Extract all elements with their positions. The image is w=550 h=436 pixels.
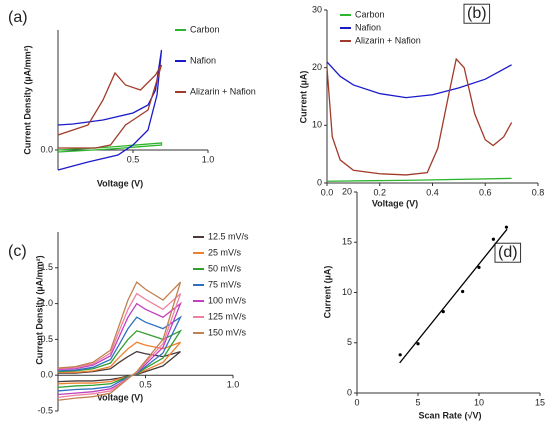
x-axis-label: Voltage (V) [97, 178, 143, 188]
x-tick-label: 15 [535, 397, 545, 407]
legend-label: Alizarin + Nafion [190, 86, 256, 96]
x-tick-label: 1.0 [202, 154, 215, 164]
point [416, 342, 420, 346]
series-line [57, 301, 182, 396]
y-axis-label: Current Density (µA/mm²) [34, 255, 44, 364]
point [441, 309, 445, 314]
legend-label: Nafion [355, 22, 381, 32]
y-axis-label: Current Density (µA/mm²) [22, 45, 32, 154]
x-tick-label: 5 [415, 397, 420, 407]
legend-label: 150 mV/s [208, 327, 247, 337]
fit-line [399, 228, 508, 364]
x-tick-label: 10 [474, 397, 484, 407]
x-axis-label: Scan Rate (√V) [419, 410, 482, 420]
point [504, 225, 509, 229]
y-tick-label: -0.5 [37, 405, 53, 415]
panel-label-box [494, 242, 522, 263]
panel-label-box [463, 3, 491, 24]
series-line [57, 142, 163, 153]
point [398, 353, 402, 357]
y-tick-label: 0.0 [40, 144, 53, 154]
series-line [57, 341, 181, 385]
panel-label: (a) [8, 9, 28, 26]
legend-label: Carbon [190, 24, 220, 34]
x-tick-label: 1.0 [227, 380, 240, 390]
y-tick-label: 0 [347, 387, 352, 397]
point [477, 265, 481, 269]
panel-label: (b) [467, 5, 487, 22]
series-line [57, 49, 163, 171]
x-axis-label: Voltage (V) [372, 198, 418, 208]
x-tick-label: 0.5 [139, 380, 152, 390]
x-tick-label: 0.2 [373, 187, 386, 197]
y-tick-label: 0.5 [40, 334, 53, 344]
y-axis-label: Current (µA) [322, 266, 332, 319]
y-tick-label: 10 [342, 287, 352, 297]
legend-label: Alizarin + Nafion [355, 35, 421, 45]
series-line [57, 350, 181, 383]
series-line [326, 57, 513, 176]
series-line [57, 64, 163, 149]
series-line [57, 292, 182, 399]
legend-label: 100 mV/s [208, 295, 247, 305]
y-tick-label: 0.0 [40, 370, 53, 380]
y-axis-label: Current (µA) [298, 71, 308, 124]
y-tick-label: 0 [317, 177, 322, 187]
series-line [57, 315, 183, 392]
legend-label: 50 mV/s [208, 263, 242, 273]
legend-label: 25 mV/s [208, 247, 242, 257]
legend-label: 12.5 mV/s [208, 231, 249, 241]
panel-label: (c) [8, 243, 27, 260]
legend-label: 125 mV/s [208, 311, 247, 321]
x-tick-label: 0.6 [479, 187, 492, 197]
x-tick-label: 0.4 [426, 187, 439, 197]
series-line [326, 61, 512, 99]
y-tick-label: 10 [312, 120, 322, 130]
x-tick-label: 0.8 [532, 187, 545, 197]
y-tick-label: 20 [312, 62, 322, 72]
legend-label: 75 mV/s [208, 279, 242, 289]
y-tick-label: 1.5 [40, 262, 53, 272]
series-line [57, 281, 182, 401]
x-tick-label: 0 [354, 397, 359, 407]
legend-label: Nafion [190, 55, 216, 65]
y-tick-label: 15 [342, 237, 352, 247]
x-tick-label: 0.0 [321, 187, 334, 197]
series-line [57, 329, 183, 389]
panel-label: (d) [498, 244, 518, 261]
point [491, 237, 495, 241]
x-tick-label: 0.5 [127, 154, 140, 164]
point [461, 289, 465, 294]
legend-label: Carbon [355, 9, 385, 19]
y-tick-label: 20 [342, 186, 352, 196]
x-axis-label: Voltage (V) [97, 392, 143, 402]
y-tick-label: 30 [312, 4, 322, 14]
y-tick-label: 1.0 [40, 298, 53, 308]
y-tick-label: 5 [347, 337, 352, 347]
series-line [326, 177, 512, 182]
